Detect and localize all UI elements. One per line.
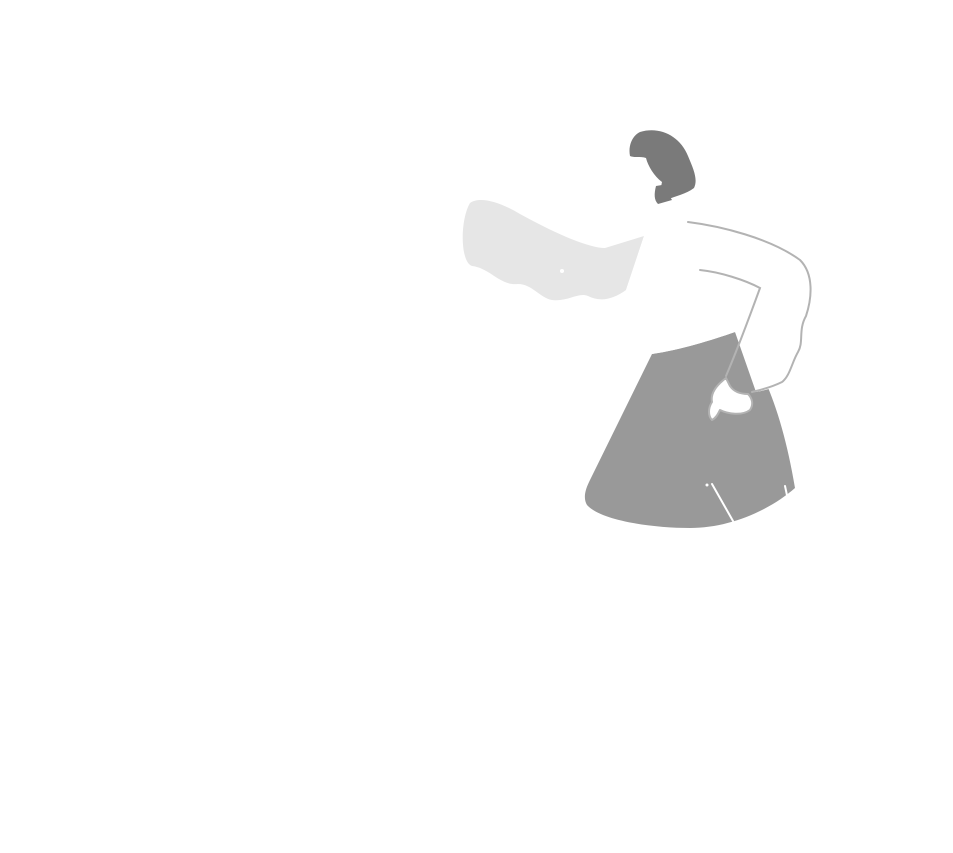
scarf-shape: [462, 200, 644, 301]
sleeve-outline: [687, 221, 812, 393]
hair-shape: [629, 130, 696, 200]
scarf-dot: [560, 269, 564, 273]
shirt-body: [625, 221, 811, 392]
skirt-shape: [584, 332, 795, 528]
skirt-dot: [705, 483, 709, 487]
skirt-fold-line: [711, 483, 734, 522]
skirt-fold-line-right: [784, 485, 789, 501]
arm-outline: [699, 269, 762, 377]
hand-shape: [708, 377, 754, 421]
